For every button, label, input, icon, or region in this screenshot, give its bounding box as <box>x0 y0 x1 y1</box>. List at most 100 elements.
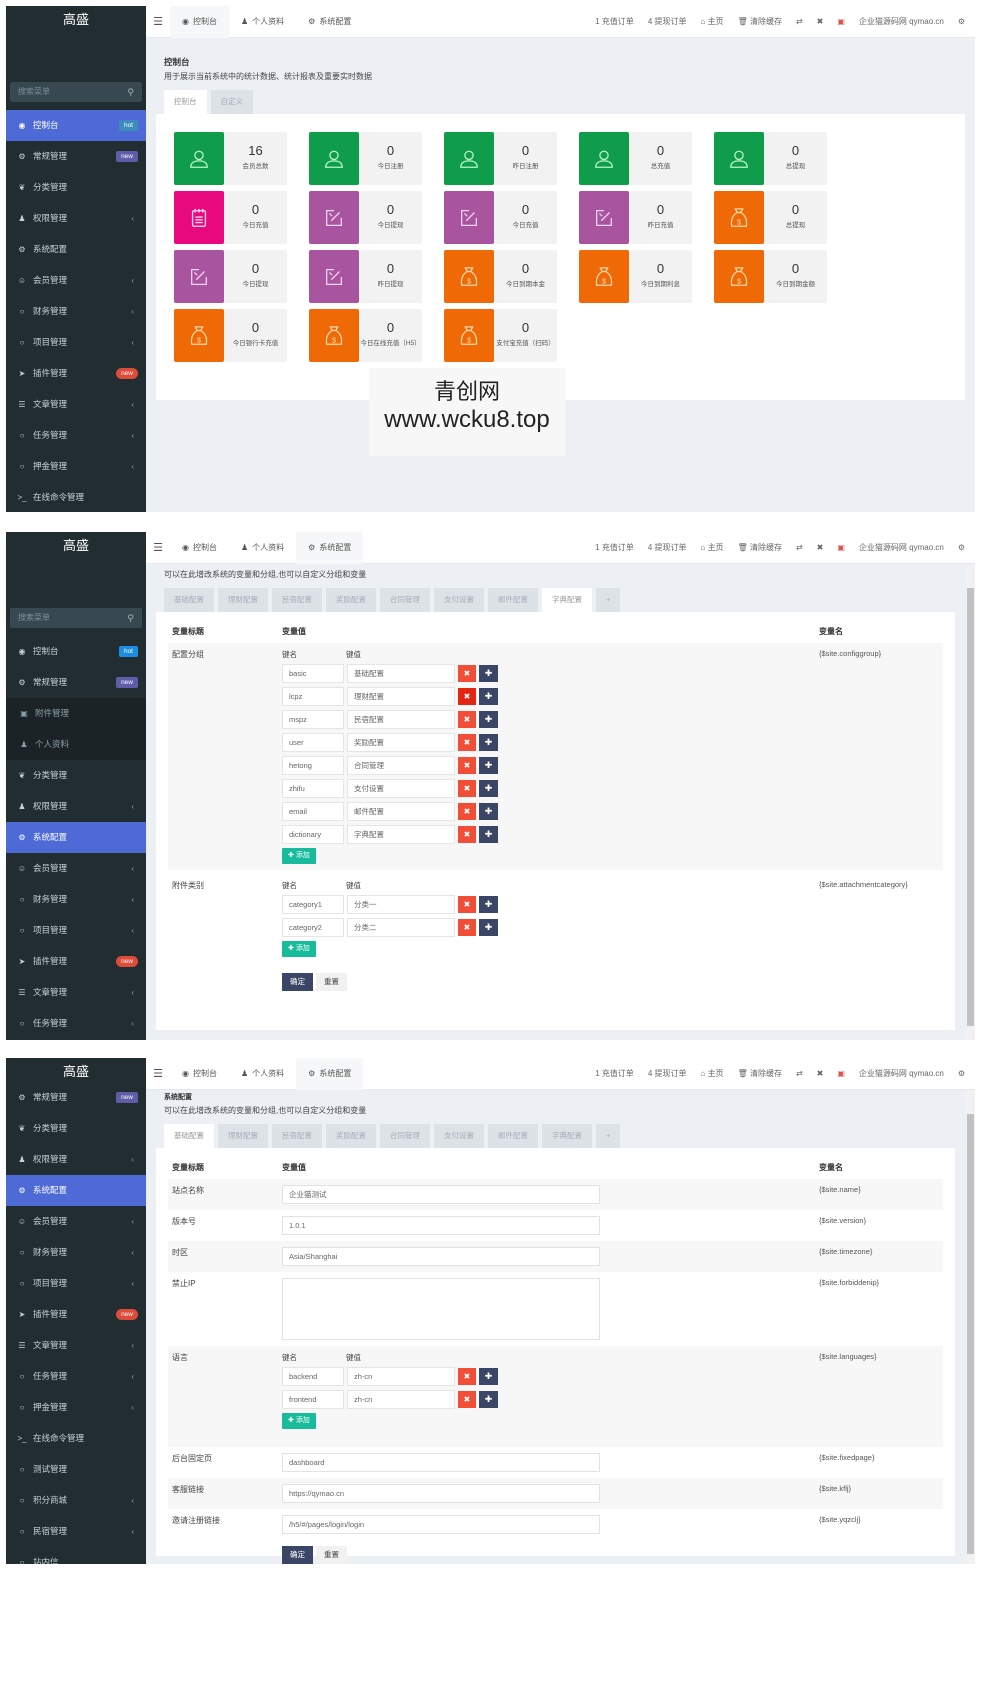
config-tab[interactable]: 民宿配置 <box>272 1124 322 1148</box>
home-link[interactable]: ⌂ 主页 <box>700 17 724 26</box>
remove-button[interactable]: ✖ <box>458 665 476 682</box>
menu-toggle-icon[interactable]: ☰ <box>153 542 163 554</box>
key-input[interactable]: user <box>282 733 344 752</box>
field-input[interactable]: https://qymao.cn <box>282 1484 600 1503</box>
sidebar-item[interactable]: ➤ 插件管理 new <box>6 1299 146 1330</box>
sidebar-item[interactable]: >_ 在线命令管理 <box>6 482 146 512</box>
drag-handle-button[interactable]: ✚ <box>479 1391 498 1408</box>
tab-profile[interactable]: ♟ 个人资料 <box>229 6 296 38</box>
remove-button[interactable]: ✖ <box>458 688 476 705</box>
sidebar-item[interactable]: ◉ 控制台 hot <box>6 110 146 141</box>
sidebar-item[interactable]: ⚙ 系统配置 <box>6 1175 146 1206</box>
sidebar-item[interactable]: ▣ 附件管理 <box>6 698 146 729</box>
recharge-orders-link[interactable]: 1 充值订单 <box>595 17 634 26</box>
config-tab[interactable]: 邮件配置 <box>488 1124 538 1148</box>
fullscreen-icon[interactable]: ✖ <box>816 17 824 26</box>
search-menu-input[interactable]: 搜索菜单 ⚲ <box>10 608 142 628</box>
withdraw-orders-link[interactable]: 4 提现订单 <box>647 1069 687 1078</box>
value-input[interactable]: zh-cn <box>347 1390 455 1409</box>
drag-handle-button[interactable]: ✚ <box>479 919 498 936</box>
translate-icon[interactable]: ⇄ <box>795 543 803 552</box>
tab-dashboard[interactable]: ◉ 控制台 <box>170 532 229 564</box>
key-input[interactable]: lcpz <box>282 687 344 706</box>
recharge-orders-link[interactable]: 1 充值订单 <box>595 543 634 552</box>
sidebar-item[interactable]: ⚙ 常规管理 new <box>6 667 146 698</box>
config-tab[interactable]: 奖励配置 <box>326 1124 376 1148</box>
drag-handle-button[interactable]: ✚ <box>479 757 498 774</box>
sidebar-item[interactable]: ○ 站内信 <box>6 1547 146 1564</box>
sidebar-item[interactable]: ☰ 文章管理 ‹ <box>6 977 146 1008</box>
value-input[interactable]: 民宿配置 <box>347 710 455 729</box>
key-input[interactable]: frontend <box>282 1390 344 1409</box>
sidebar-item[interactable]: ⚙ 常规管理 new <box>6 1082 146 1113</box>
withdraw-orders-link[interactable]: 4 提现订单 <box>647 17 687 26</box>
remove-button[interactable]: ✖ <box>458 919 476 936</box>
value-input[interactable]: 字典配置 <box>347 825 455 844</box>
tab-profile[interactable]: ♟ 个人资料 <box>229 532 296 564</box>
remove-button[interactable]: ✖ <box>458 896 476 913</box>
sidebar-item[interactable]: ♟ 权限管理 ‹ <box>6 791 146 822</box>
sidebar-item[interactable]: ❦ 分类管理 <box>6 172 146 203</box>
add-tab-button[interactable]: + <box>596 588 621 612</box>
tab-dashboard[interactable]: ◉ 控制台 <box>170 1058 229 1090</box>
settings-cogs-icon[interactable]: ⚙ <box>957 17 965 26</box>
key-input[interactable]: email <box>282 802 344 821</box>
sidebar-item[interactable]: ○ 押金管理 ‹ <box>6 451 146 482</box>
avatar-icon[interactable]: ▣ <box>837 17 845 26</box>
config-tab[interactable]: 支付设置 <box>434 588 484 612</box>
value-input[interactable]: 奖励配置 <box>347 733 455 752</box>
sidebar-item[interactable]: ○ 任务管理 ‹ <box>6 1008 146 1039</box>
remove-button[interactable]: ✖ <box>458 757 476 774</box>
home-link[interactable]: ⌂ 主页 <box>700 543 724 552</box>
value-input[interactable]: 合同管理 <box>347 756 455 775</box>
key-input[interactable]: zhifu <box>282 779 344 798</box>
site-link[interactable]: 企业猫源码网 qymao.cn <box>858 17 944 26</box>
add-tab-button[interactable]: + <box>596 1124 621 1148</box>
drag-handle-button[interactable]: ✚ <box>479 688 498 705</box>
search-menu-input[interactable]: 搜索菜单 ⚲ <box>10 82 142 102</box>
key-input[interactable]: category2 <box>282 918 344 937</box>
config-tab[interactable]: 支付设置 <box>434 1124 484 1148</box>
key-input[interactable]: backend <box>282 1367 344 1386</box>
confirm-button[interactable]: 确定 <box>282 1546 313 1564</box>
sidebar-item[interactable]: ○ 任务管理 ‹ <box>6 420 146 451</box>
sidebar-item[interactable]: ○ 积分商城 ‹ <box>6 1485 146 1516</box>
sidebar-item[interactable]: ○ 财务管理 ‹ <box>6 1237 146 1268</box>
drag-handle-button[interactable]: ✚ <box>479 780 498 797</box>
sidebar-item[interactable]: ○ 测试管理 <box>6 1454 146 1485</box>
translate-icon[interactable]: ⇄ <box>795 1069 803 1078</box>
key-input[interactable]: mspz <box>282 710 344 729</box>
drag-handle-button[interactable]: ✚ <box>479 734 498 751</box>
translate-icon[interactable]: ⇄ <box>795 17 803 26</box>
config-tab[interactable]: 基础配置 <box>164 588 214 612</box>
reset-button[interactable]: 重置 <box>316 973 347 991</box>
config-tab[interactable]: 合同管理 <box>380 588 430 612</box>
key-input[interactable]: basic <box>282 664 344 683</box>
sidebar-item[interactable]: ❦ 分类管理 <box>6 1113 146 1144</box>
settings-cogs-icon[interactable]: ⚙ <box>957 1069 965 1078</box>
drag-handle-button[interactable]: ✚ <box>479 803 498 820</box>
remove-button[interactable]: ✖ <box>458 780 476 797</box>
key-input[interactable]: dictionary <box>282 825 344 844</box>
sidebar-item[interactable]: ❦ 分类管理 <box>6 760 146 791</box>
menu-toggle-icon[interactable]: ☰ <box>153 1068 163 1080</box>
drag-handle-button[interactable]: ✚ <box>479 665 498 682</box>
add-button[interactable]: ✚ 添加 <box>282 941 316 957</box>
value-input[interactable]: 分类二 <box>347 918 455 937</box>
remove-button[interactable]: ✖ <box>458 1391 476 1408</box>
drag-handle-button[interactable]: ✚ <box>479 711 498 728</box>
sidebar-item[interactable]: ⚙ 系统配置 <box>6 234 146 265</box>
tab-system-config[interactable]: ⚙ 系统配置 <box>296 6 363 38</box>
config-tab[interactable]: 合同管理 <box>380 1124 430 1148</box>
menu-toggle-icon[interactable]: ☰ <box>153 16 163 28</box>
sidebar-item[interactable]: ☺ 会员管理 ‹ <box>6 853 146 884</box>
confirm-button[interactable]: 确定 <box>282 973 313 991</box>
sidebar-item[interactable]: ♟ 个人资料 <box>6 729 146 760</box>
sidebar-item[interactable]: ◉ 控制台 hot <box>6 636 146 667</box>
home-link[interactable]: ⌂ 主页 <box>700 1069 724 1078</box>
field-input[interactable]: dashboard <box>282 1453 600 1472</box>
tab-custom[interactable]: 自定义 <box>210 90 253 114</box>
add-button[interactable]: ✚ 添加 <box>282 1413 316 1429</box>
sidebar-item[interactable]: ○ 押金管理 ‹ <box>6 1039 146 1040</box>
remove-button[interactable]: ✖ <box>458 826 476 843</box>
